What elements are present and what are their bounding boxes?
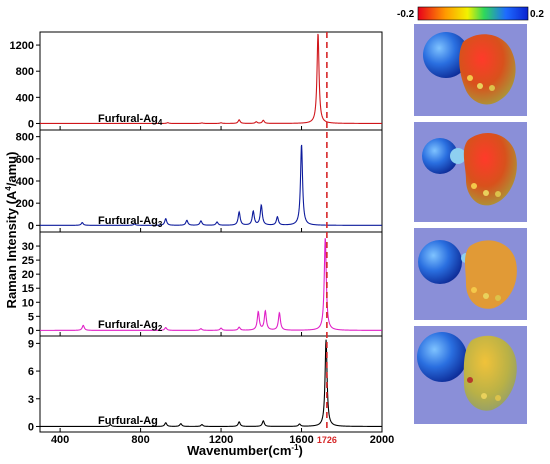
x-axis-label: Wavenumber(cm-1) xyxy=(187,443,303,458)
esp-image-ag4 xyxy=(414,24,527,116)
x-tick-label: 1600 xyxy=(289,434,313,446)
y-tick-label: 400 xyxy=(16,92,34,104)
panel-label: Furfural-Ag4 xyxy=(98,113,163,127)
x-tick-label: 1200 xyxy=(209,434,233,446)
series-line xyxy=(40,144,382,226)
x-axis: 400 800 1200 1600 2000 xyxy=(51,434,394,446)
colorbar-max-label: 0.2 xyxy=(530,9,544,20)
panel-frame xyxy=(39,335,383,433)
panel-4: 0 3 6 9 Furfural-Ag xyxy=(28,335,383,433)
panel-frame xyxy=(39,31,383,131)
y-tick-label: 800 xyxy=(16,66,34,78)
y-tick-label: 10 xyxy=(22,297,34,309)
series-line xyxy=(40,339,382,428)
y-tick-label: 0 xyxy=(28,421,34,433)
y-tick-label: 20 xyxy=(22,269,34,281)
esp-image-ag2 xyxy=(414,228,527,320)
y-tick-label: 600 xyxy=(16,154,34,166)
y-tick-label: 15 xyxy=(22,283,34,295)
y-tick-label: 5 xyxy=(28,311,34,323)
y-tick-label: 6 xyxy=(28,366,34,378)
panel-2: 0 200 400 600 800 Furfural-Ag3 xyxy=(16,129,383,233)
series-line xyxy=(40,33,382,125)
panel-label: Furfural-Ag2 xyxy=(98,319,163,333)
y-tick-label: 200 xyxy=(16,198,34,210)
y-tick-label: 3 xyxy=(28,394,34,406)
spectra-panels: 04008001200Furfural-Ag40200400600800Furf… xyxy=(10,31,383,433)
y-tick-label: 0 xyxy=(28,118,34,130)
y-tick-label: 9 xyxy=(28,338,34,350)
esp-image-ag xyxy=(414,326,527,424)
panel-frame xyxy=(39,129,383,233)
colorbar: -0.2 0.2 xyxy=(397,6,544,21)
y-axis-label: Raman Intensity (A4/amu) xyxy=(4,152,19,309)
panel-3: 0 5 10 15 20 25 30 Furfural-Ag2 xyxy=(22,231,383,337)
y-tick-label: 0 xyxy=(28,220,34,232)
colorbar-min-label: -0.2 xyxy=(397,9,415,20)
x-tick-label: 400 xyxy=(51,434,69,446)
esp-image-ag3 xyxy=(414,122,527,222)
y-tick-label: 1200 xyxy=(10,40,34,52)
series-line xyxy=(40,238,382,331)
x-tick-label: 800 xyxy=(131,434,149,446)
reference-line-label: 1726 xyxy=(317,435,337,445)
y-tick-label: 30 xyxy=(22,241,34,253)
y-tick-label: 25 xyxy=(22,255,34,267)
panel-frame xyxy=(39,231,383,337)
colorbar-gradient xyxy=(417,6,529,21)
x-tick-label: 2000 xyxy=(370,434,394,446)
panel-label: Furfural-Ag3 xyxy=(98,215,163,229)
reference-line-1726: 1726 xyxy=(317,32,337,445)
panel-label: Furfural-Ag xyxy=(98,415,158,427)
y-tick-label: 400 xyxy=(16,176,34,188)
y-tick-label: 0 xyxy=(28,325,34,337)
y-tick-label: 800 xyxy=(16,132,34,144)
